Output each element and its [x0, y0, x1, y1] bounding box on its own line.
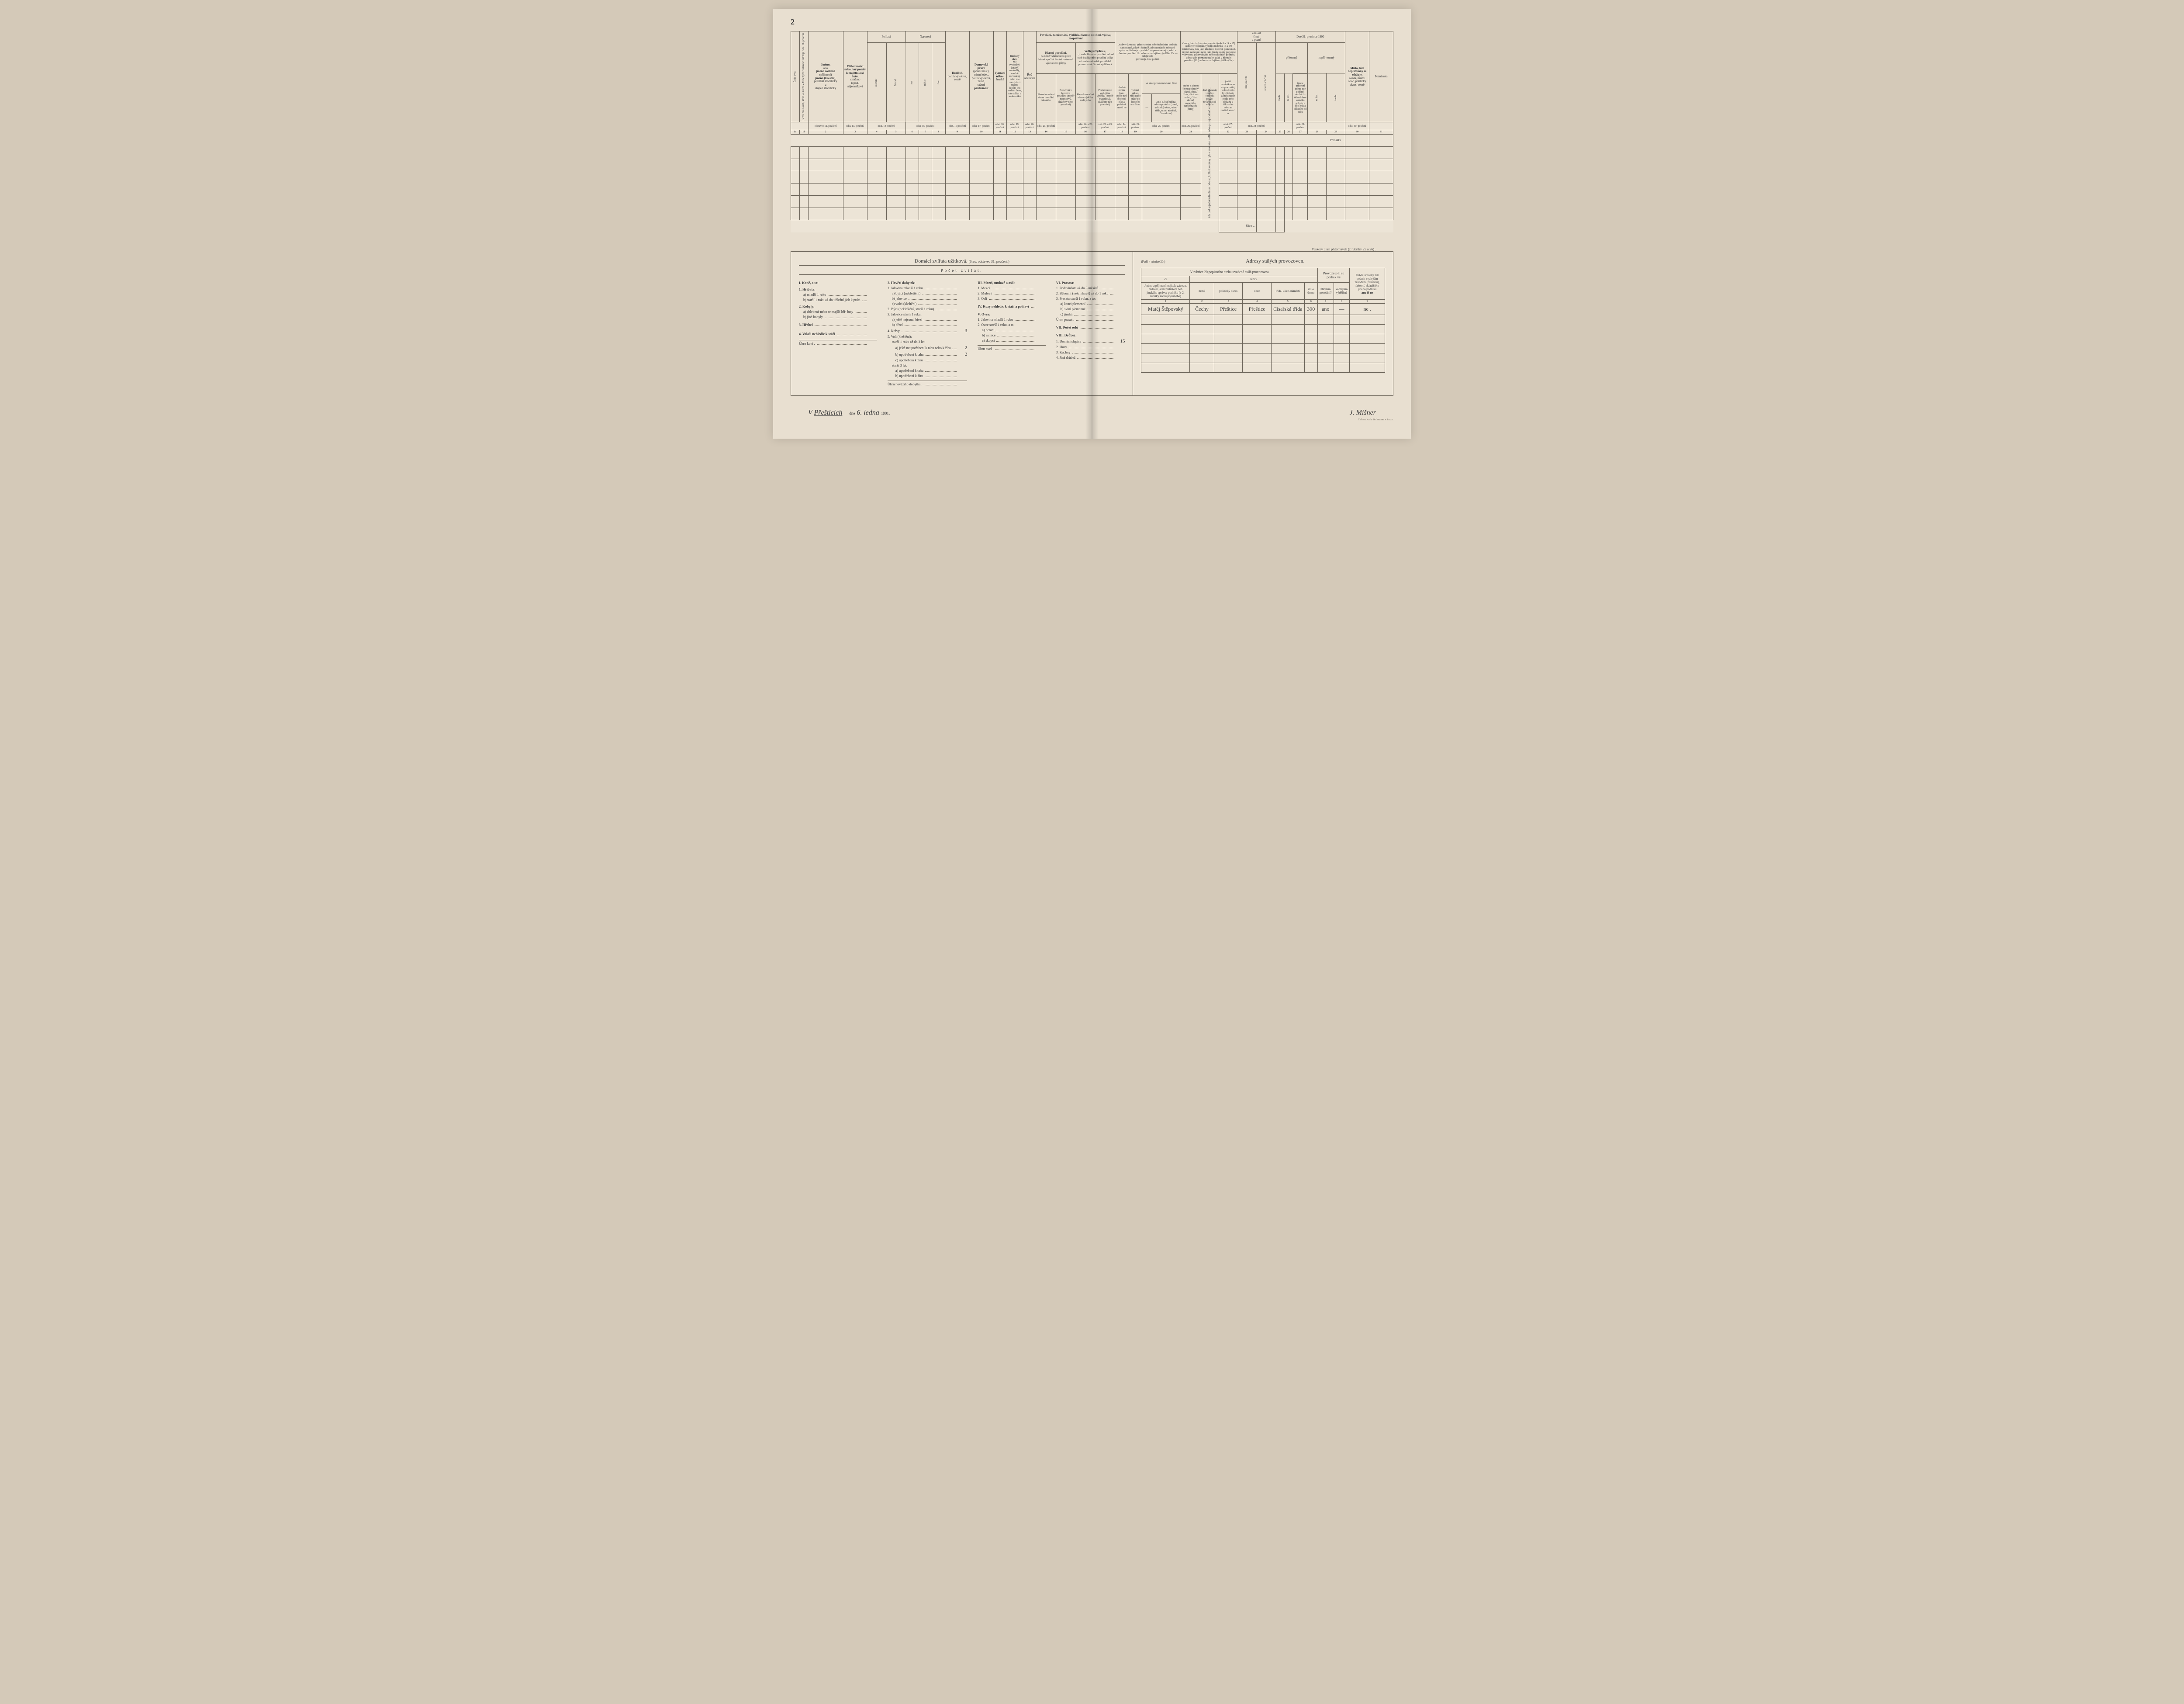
addr-hdr-c7: hlavním povolání?: [1317, 283, 1334, 300]
addr-data-row: [1141, 353, 1385, 363]
hdr-byt-no: Číslo bytu: [791, 31, 800, 122]
hdr-lit-read: umí jen čísti: [1237, 43, 1256, 122]
hdr-relation: Příbuzenství nebo jiný poměr k majetníko…: [844, 65, 866, 89]
footer-place: Přešticích: [814, 409, 842, 416]
hdr-occ-side-1: Přesné označení oboru výdělku vedlejšího: [1075, 73, 1095, 122]
hdr-occupation: Povolání, zaměstnání, výdělek, živnost, …: [1036, 31, 1115, 43]
addr-ref: (Patří k rubrice 20.): [1141, 260, 1165, 263]
addr-hdr-group: V rubrice 20 popisného archu uvedená stá…: [1141, 268, 1317, 276]
printer-mark: Tiskem Karla Bellmanna v Praze.: [791, 419, 1393, 421]
data-row: [791, 196, 1393, 208]
hdr-employer: Osoby, které v hlavním povolání (rubrika…: [1180, 31, 1237, 74]
hdr-domicile: Domovské právo (příslušnost), místní obe…: [971, 63, 992, 90]
total-present-note: Veškerý úhrn přítomných (z rubriky 25 a …: [791, 246, 1393, 251]
animals-col-4: VI. Prasata: 1. Podsvinčata až do 3 měsí…: [1056, 278, 1125, 388]
addr-hdr-c2: země: [1190, 283, 1214, 300]
hdr-sex: Pohlaví: [867, 31, 905, 43]
hdr-lit-none: neumí ani čísti: [1256, 43, 1275, 122]
addr-data-row: [1141, 344, 1385, 353]
data-row: [791, 208, 1393, 220]
addr-hdr-c3: politický okres: [1214, 283, 1243, 300]
hdr-language: Řeč obcovací: [1024, 73, 1035, 80]
hdr-pres-note: trvale přítomní udejte zde počátek nepře…: [1293, 73, 1308, 122]
hdr-occ-main-1: Přesné označení oboru povolání hlavního: [1036, 73, 1056, 122]
footer-signature: J. Míšner: [1350, 409, 1376, 417]
hdr-birth-m: měsíc: [919, 43, 932, 122]
hdr-remark: Poznámka: [1369, 31, 1393, 122]
hdr-sex-m: mužské: [867, 43, 886, 122]
animals-col-1: I. Koně, a to: 1. Hříbata: a) mladší 1 r…: [799, 278, 877, 388]
hdr-birth: Narození: [905, 31, 945, 43]
hdr-pres-temp: na čas: [1284, 73, 1293, 122]
column-number-row: 1a1b23 4567 891011 12131415 16171819 202…: [791, 130, 1393, 135]
hdr-abs-perm: trvale: [1327, 73, 1345, 122]
addresses-section: (Patří k rubrice 20.) Adresy stálých pro…: [1133, 252, 1393, 395]
page-number: 2: [791, 17, 1393, 27]
census-header-table: Číslo bytu Běžné číslo osob, které ku ka…: [791, 31, 1393, 232]
hdr-ent-2: v domě zákaz-níků (jako práce po domech)…: [1129, 73, 1142, 122]
hdr-occ-main-2: Postavení v hlavním povolání (poměr maje…: [1056, 73, 1075, 122]
hdr-occ-side-2: Postavení ve vedlejším výdělku (poměr ma…: [1095, 73, 1115, 122]
hdr-literacy: Znalost čtení a psaní: [1237, 31, 1275, 43]
sum-row: Úhrn . .: [791, 220, 1393, 232]
hdr-person-no: Běžné číslo osob, které ku každé v domě …: [799, 31, 808, 122]
addr-hdr-c4: obec: [1243, 283, 1272, 300]
hdr-religion: Vyznání nábo- ženské: [995, 72, 1006, 82]
animals-paren: (Srov. odstavec 31. poučení.): [969, 260, 1009, 263]
animals-subtitle: Počet zvířat.: [799, 268, 1125, 275]
hdr-marital: Rodinný stav, zda svobodný, ženatý, ovdo…: [1008, 55, 1022, 98]
addr-title: Adresy stálých provozoven.: [1165, 256, 1385, 265]
hdr-presence-date: Dne 31. prosince 1900: [1275, 31, 1345, 43]
data-row: [791, 159, 1393, 171]
addr-hdr-c9: Jest-li uvedený zde podnik vedlejším záv…: [1351, 274, 1383, 294]
hdr-sex-f: ženské: [886, 43, 905, 122]
addr-num-row: 123 456 789: [1141, 300, 1385, 304]
data-row: [791, 184, 1393, 196]
hdr-pres-perm: trvale: [1275, 73, 1284, 122]
animals-title: Domácí zvířata užitková.: [915, 258, 968, 264]
hdr-occ-side: Vedlejší výdělek, t. j. vedle hlavního p…: [1077, 50, 1114, 66]
hdr-birth-y: rok: [905, 43, 919, 122]
reference-row: odstavec 12. poučení odst. 13. poučení o…: [791, 122, 1393, 130]
addr-data-row: [1141, 363, 1385, 373]
footer: V Přešticích dne 6. ledna 1901. J. Míšne…: [791, 409, 1393, 417]
hdr-enterprise: Osoby v živnosti, průmyslovém neb obchod…: [1116, 44, 1179, 61]
animals-col-3: III. Mezci, mulové a osli: 1. Mezci 2. M…: [978, 278, 1045, 388]
addr-data-row: [1141, 325, 1385, 334]
hdr-emp-1: jméno a adresu (zemi politický okres, ob…: [1182, 85, 1200, 111]
hdr-occ-main: Hlavní povolání, na němž výlučně nebo př…: [1037, 52, 1075, 65]
hdr-absence-place: Místo, kde nepřítomný se zdržuje, osada,…: [1346, 67, 1368, 87]
animals-section: Domácí zvířata užitková. (Srov. odstavec…: [791, 252, 1133, 395]
addr-data-row: [1141, 315, 1385, 325]
hdr-present: přítomný: [1275, 43, 1308, 74]
hdr-birthplace: Rodiště, politický okres, země: [947, 72, 968, 82]
hdr-birth-d: den: [932, 43, 945, 122]
addr-hdr-c5: třída, ulice, náměstí: [1271, 283, 1304, 300]
addr-data-row: [1141, 334, 1385, 344]
addr-hdr-sub2: leží v: [1190, 276, 1317, 283]
carry-row: Přenáška . .: [791, 135, 1393, 147]
addr-hdr-sub1: čí: [1141, 276, 1190, 283]
hdr-ent-3: ve stálé provozovně ano či ne: [1142, 73, 1181, 94]
addr-hdr-g2: Provozuje-li se podnik ve: [1317, 268, 1349, 283]
hdr-emp-3: jest-li zaměstknanec na pracovišti, v dí…: [1219, 73, 1237, 122]
data-row: [791, 171, 1393, 184]
footer-date-hand: 6. ledna: [857, 409, 879, 416]
addr-hdr-c6: číslo domu: [1304, 283, 1317, 300]
animals-col-2: 2. Hovězí dobytek: 1. Jalovina mladší 1 …: [888, 278, 967, 388]
hdr-ent-1: přechá-zením (jako podo-mní ob-chod-ník)…: [1115, 73, 1128, 122]
data-row: Zde buď nejméně tolikrát ano nebo ne, ko…: [791, 147, 1393, 159]
hdr-abs-temp: na čas: [1308, 73, 1327, 122]
hdr-ent-3b: Ano-li, buď udána adresa podniku (země, …: [1151, 94, 1180, 122]
addresses-table: V rubrice 20 popisného archu uvedená stá…: [1141, 268, 1385, 373]
addr-hdr-c8: vedlejším výdělku?: [1334, 283, 1350, 300]
hdr-name: Jméno, a to jméno rodinné (příjmení) jmé…: [809, 63, 842, 90]
hdr-absent: nepří- tomný: [1308, 43, 1345, 74]
addr-data-row: Matěj ŠtěpovskýČechyPřeštice PřešticeCís…: [1141, 304, 1385, 315]
addr-hdr-c1: Jméno a příjmení majitele závodu, ředite…: [1141, 283, 1190, 300]
